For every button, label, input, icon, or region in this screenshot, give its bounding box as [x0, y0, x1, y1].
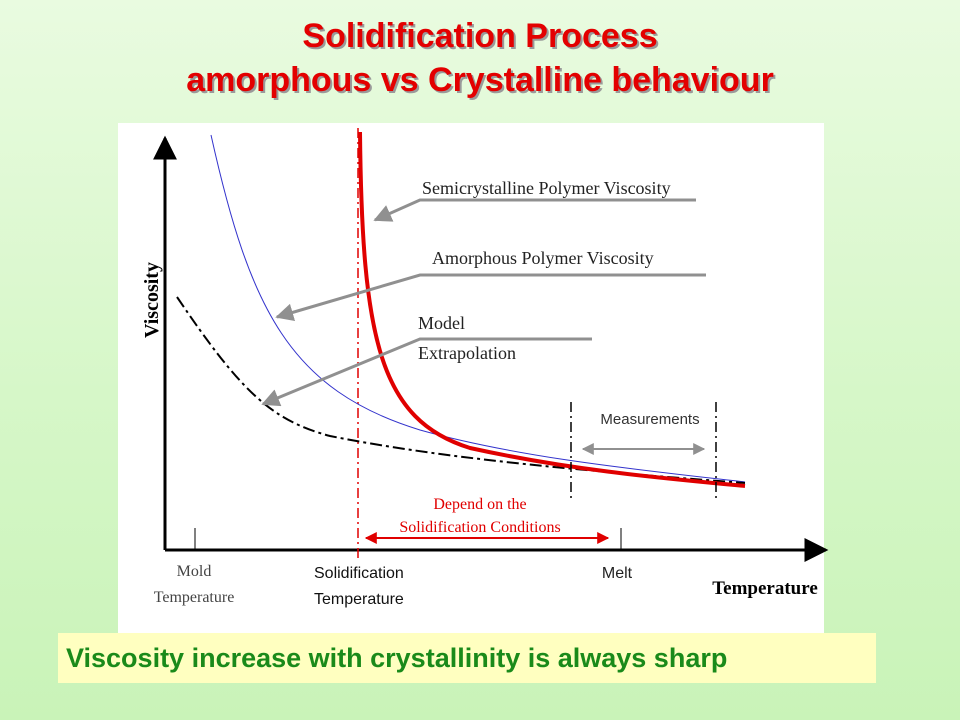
slide-title-line-1: Solidification Process — [302, 17, 658, 55]
semicrystalline-callout — [373, 198, 696, 222]
amorphous-viscosity-curve — [210, 134, 746, 483]
mold-temperature-label-line-1: Mold — [177, 563, 212, 580]
solidification-temperature-label-line-2: Temperature — [314, 591, 404, 608]
semicrystalline-viscosity-curve — [358, 131, 746, 488]
x-axis-label: Temperature — [712, 578, 818, 599]
semicrystalline-label: Semicrystalline Polymer Viscosity — [422, 178, 671, 198]
model-label-line-2: Extrapolation — [418, 343, 516, 363]
amorphous-label: Amorphous Polymer Viscosity — [432, 248, 654, 268]
amorphous-callout — [275, 273, 706, 322]
mold-temperature-label-line-2: Temperature — [154, 589, 235, 606]
conclusion-banner: Viscosity increase with crystallinity is… — [58, 633, 876, 683]
measurements-label: Measurements — [600, 411, 699, 428]
solidification-temperature-label-line-1: Solidification — [314, 565, 404, 582]
melt-label: Melt — [602, 565, 633, 582]
depend-label-line-2: Solidification Conditions — [399, 519, 560, 536]
y-axis-label: Viscosity — [141, 262, 163, 338]
slide-title-line-2: amorphous vs Crystalline behaviour — [186, 61, 774, 99]
model-callout — [261, 337, 592, 407]
model-label-line-1: Model — [418, 313, 465, 333]
depend-label-line-1: Depend on the — [433, 496, 526, 513]
